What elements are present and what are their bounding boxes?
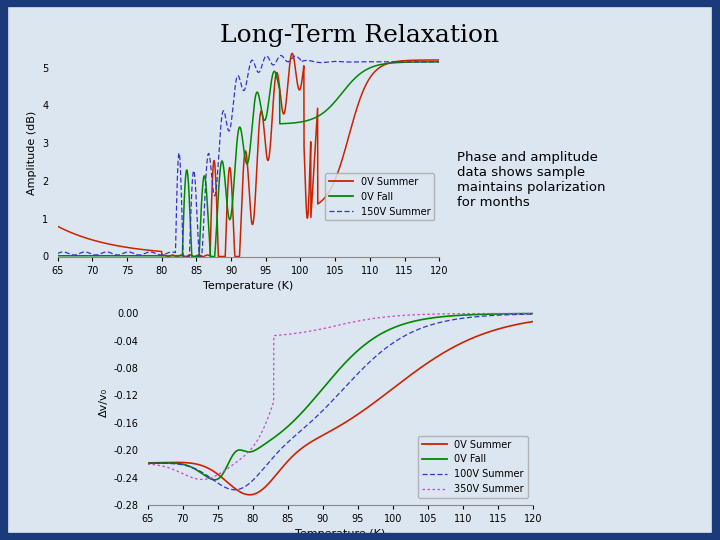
Legend: 0V Summer, 0V Fall, 150V Summer: 0V Summer, 0V Fall, 150V Summer [325, 173, 434, 220]
Text: Phase and amplitude
data shows sample
maintains polarization
for months: Phase and amplitude data shows sample ma… [457, 151, 606, 209]
X-axis label: Temperature (K): Temperature (K) [203, 281, 294, 291]
Y-axis label: Δv/v₀: Δv/v₀ [99, 388, 109, 417]
X-axis label: Temperature (K): Temperature (K) [295, 530, 385, 539]
Y-axis label: Amplitude (dB): Amplitude (dB) [27, 110, 37, 195]
Text: Long-Term Relaxation: Long-Term Relaxation [220, 24, 500, 48]
Legend: 0V Summer, 0V Fall, 100V Summer, 350V Summer: 0V Summer, 0V Fall, 100V Summer, 350V Su… [418, 436, 528, 498]
